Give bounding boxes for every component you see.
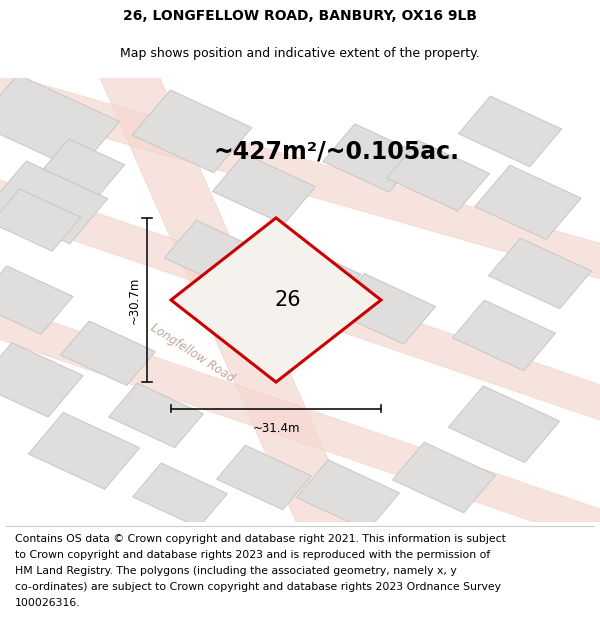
Polygon shape [43,139,125,195]
Polygon shape [392,442,496,512]
Polygon shape [28,412,140,489]
Polygon shape [386,141,490,211]
Polygon shape [96,69,360,531]
Polygon shape [0,266,73,334]
Text: ~427m²/~0.105ac.: ~427m²/~0.105ac. [213,139,459,163]
Polygon shape [452,300,556,371]
Text: 26, LONGFELLOW ROAD, BANBURY, OX16 9LB: 26, LONGFELLOW ROAD, BANBURY, OX16 9LB [123,9,477,22]
Polygon shape [475,165,581,239]
Polygon shape [296,460,400,531]
Text: ~30.7m: ~30.7m [127,276,140,324]
Text: ~31.4m: ~31.4m [252,422,300,435]
Polygon shape [332,274,436,344]
Polygon shape [448,386,560,462]
Text: 100026316.: 100026316. [15,598,80,608]
Polygon shape [0,161,108,244]
Text: co-ordinates) are subject to Crown copyright and database rights 2023 Ordnance S: co-ordinates) are subject to Crown copyr… [15,582,501,592]
Text: Longfellow Road: Longfellow Road [148,321,236,385]
Polygon shape [0,300,600,549]
Polygon shape [171,218,381,382]
Polygon shape [133,463,227,528]
Polygon shape [323,124,421,192]
Polygon shape [132,90,252,172]
Text: HM Land Registry. The polygons (including the associated geometry, namely x, y: HM Land Registry. The polygons (includin… [15,566,457,576]
Polygon shape [0,74,119,171]
Polygon shape [0,189,81,251]
Polygon shape [488,238,592,309]
Polygon shape [0,176,600,424]
Polygon shape [109,383,203,448]
Polygon shape [0,69,600,282]
Text: Map shows position and indicative extent of the property.: Map shows position and indicative extent… [120,47,480,59]
Polygon shape [164,221,268,291]
Text: to Crown copyright and database rights 2023 and is reproduced with the permissio: to Crown copyright and database rights 2… [15,550,490,560]
Polygon shape [217,445,311,510]
Polygon shape [458,96,562,167]
Text: Contains OS data © Crown copyright and database right 2021. This information is : Contains OS data © Crown copyright and d… [15,534,506,544]
Polygon shape [263,244,361,312]
Polygon shape [212,154,316,224]
Text: 26: 26 [275,290,301,310]
Polygon shape [0,342,83,417]
Polygon shape [61,321,155,386]
